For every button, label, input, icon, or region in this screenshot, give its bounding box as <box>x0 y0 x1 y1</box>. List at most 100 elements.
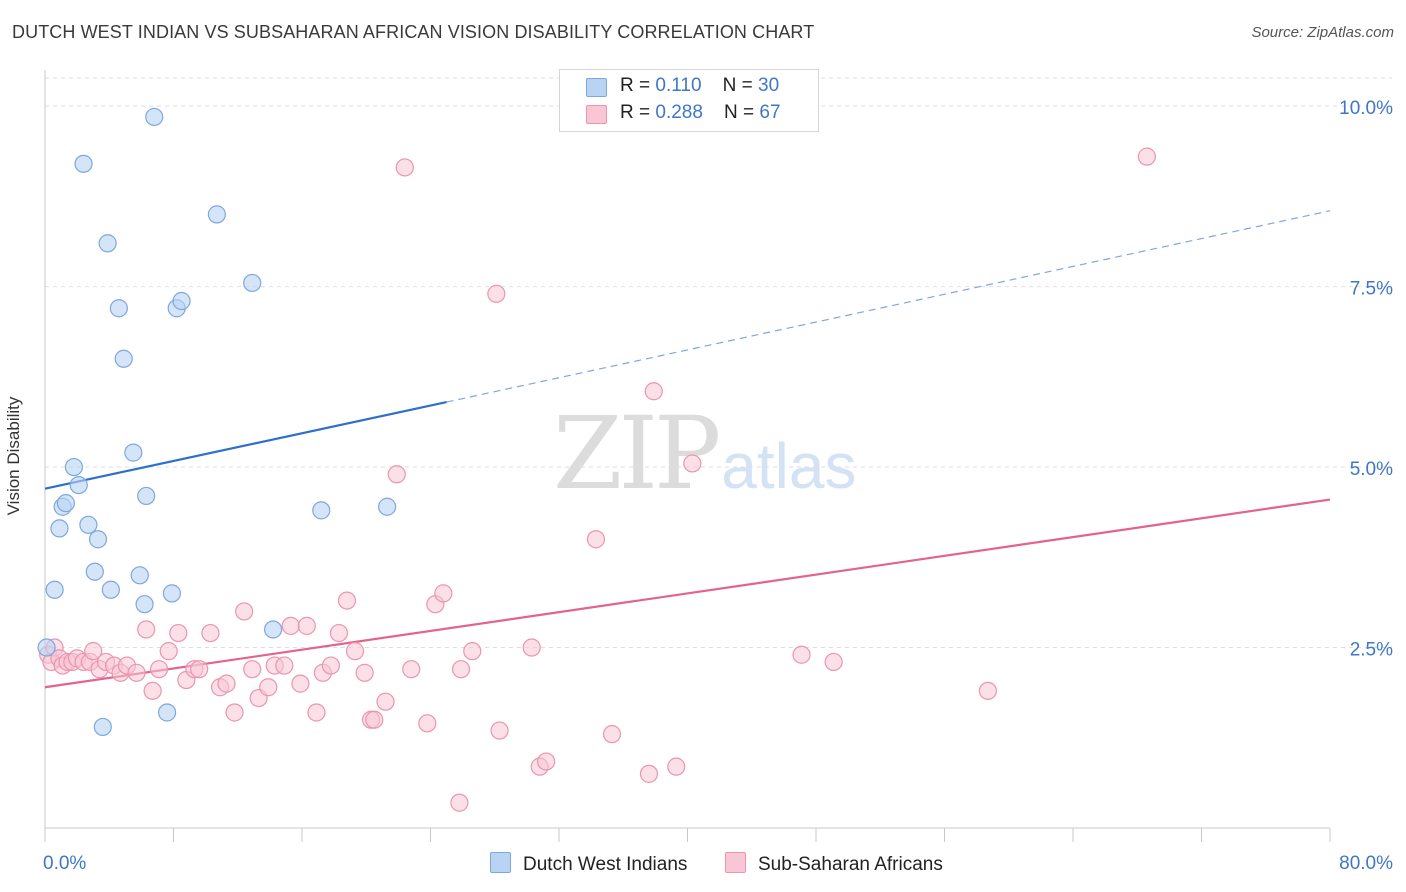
point-subsaharan-african <box>365 710 384 729</box>
point-dutch-west-indian <box>137 486 156 506</box>
point-dutch-west-indian <box>88 530 108 549</box>
point-subsaharan-african <box>602 725 622 744</box>
trend-line-subsaharan-africans <box>44 498 1331 689</box>
point-subsaharan-african <box>434 584 453 603</box>
stats-legend: R = 0.110 N = 30 R = 0.288 N = 67 <box>559 69 819 132</box>
trend-line-dutch-west-indians <box>44 401 447 490</box>
point-subsaharan-african <box>169 623 188 643</box>
point-dutch-west-indian <box>130 566 149 585</box>
point-subsaharan-african <box>490 721 509 740</box>
point-dutch-west-indian <box>172 291 191 311</box>
point-subsaharan-african <box>321 656 341 675</box>
point-subsaharan-african <box>402 660 421 679</box>
point-dutch-west-indian <box>101 580 120 599</box>
point-subsaharan-african <box>450 793 469 812</box>
legend-r-value: 0.288 <box>655 102 703 123</box>
point-subsaharan-african <box>537 752 556 771</box>
point-subsaharan-african <box>190 660 209 679</box>
x-tick-label: 0.0% <box>43 853 86 874</box>
point-subsaharan-african <box>307 703 326 722</box>
point-subsaharan-african <box>275 656 294 675</box>
watermark-zip: ZIP <box>553 395 721 512</box>
legend-r-value: 0.110 <box>655 75 702 96</box>
point-dutch-west-indian <box>50 519 69 538</box>
source-label: Source: ZipAtlas.com <box>1251 24 1394 41</box>
point-subsaharan-african <box>683 454 702 473</box>
point-subsaharan-african <box>281 616 300 635</box>
point-dutch-west-indian <box>263 620 283 639</box>
bottom-legend-label: Dutch West Indians <box>523 854 688 875</box>
point-subsaharan-african <box>376 692 395 711</box>
point-dutch-west-indian <box>243 273 262 293</box>
point-subsaharan-african <box>291 674 310 693</box>
point-dutch-west-indian <box>79 515 98 534</box>
legend-n-label: N = <box>724 102 760 123</box>
point-dutch-west-indian <box>37 638 56 657</box>
point-subsaharan-african <box>451 660 471 679</box>
legend-r-label: R = <box>620 102 656 123</box>
point-dutch-west-indian <box>109 299 128 318</box>
point-dutch-west-indian <box>69 475 88 495</box>
point-subsaharan-african <box>487 284 506 303</box>
point-dutch-west-indian <box>157 703 177 722</box>
watermark: ZIPatlas <box>553 395 856 512</box>
y-axis-label: Vision Disability <box>4 396 23 516</box>
point-dutch-west-indian <box>45 580 64 599</box>
legend-swatch-pink <box>586 105 607 124</box>
point-subsaharan-african <box>143 681 162 700</box>
point-dutch-west-indian <box>378 497 397 516</box>
point-subsaharan-african <box>345 642 365 661</box>
point-dutch-west-indian <box>93 717 112 737</box>
point-dutch-west-indian <box>74 154 93 173</box>
bottom-legend-swatch-pink <box>725 852 746 873</box>
point-dutch-west-indian <box>98 234 117 253</box>
point-subsaharan-african <box>259 678 278 697</box>
point-subsaharan-african <box>235 602 254 621</box>
point-subsaharan-african <box>522 638 541 657</box>
point-dutch-west-indian <box>56 494 75 513</box>
point-subsaharan-african <box>387 465 406 484</box>
point-dutch-west-indian <box>207 205 226 224</box>
point-subsaharan-african <box>395 158 414 177</box>
point-dutch-west-indian <box>64 457 84 477</box>
point-subsaharan-african <box>127 663 146 682</box>
point-subsaharan-african <box>418 714 437 733</box>
y-tick-label: 10.0% <box>1339 98 1393 119</box>
point-subsaharan-african <box>644 382 663 401</box>
point-subsaharan-african <box>978 681 997 700</box>
point-subsaharan-african <box>824 652 843 672</box>
point-dutch-west-indian <box>162 584 181 603</box>
point-subsaharan-african <box>137 620 156 639</box>
point-subsaharan-african <box>667 757 686 776</box>
x-tick-label: 80.0% <box>1339 853 1393 874</box>
point-dutch-west-indian <box>135 595 154 614</box>
point-subsaharan-african <box>337 591 357 610</box>
point-subsaharan-african <box>792 645 811 664</box>
y-tick-label: 5.0% <box>1350 459 1393 480</box>
y-tick-label: 7.5% <box>1350 279 1393 300</box>
legend-n-value: 67 <box>759 102 781 123</box>
legend-n-label: N = <box>722 75 759 96</box>
legend-n-value: 30 <box>758 75 780 96</box>
point-dutch-west-indian <box>85 562 104 581</box>
point-subsaharan-african <box>355 663 374 682</box>
point-subsaharan-african <box>243 660 262 679</box>
point-subsaharan-african <box>1137 147 1156 166</box>
point-subsaharan-african <box>225 703 244 722</box>
point-subsaharan-african <box>201 623 220 643</box>
trend-line-dutch-west-indians-extension <box>446 210 1331 403</box>
point-subsaharan-african <box>639 764 659 783</box>
point-dutch-west-indian <box>312 501 331 520</box>
point-subsaharan-african <box>217 674 236 693</box>
point-subsaharan-african <box>329 623 349 643</box>
point-subsaharan-african <box>159 642 178 661</box>
watermark-atlas: atlas <box>721 430 857 502</box>
chart-title: DUTCH WEST INDIAN VS SUBSAHARAN AFRICAN … <box>12 22 815 42</box>
bottom-legend-label: Sub-Saharan Africans <box>758 854 943 875</box>
bottom-legend-dutch-west-indians: Dutch West Indians <box>490 852 687 876</box>
legend-swatch-blue <box>586 78 607 97</box>
point-subsaharan-african <box>586 530 606 549</box>
bottom-legend-swatch-blue <box>490 852 511 873</box>
legend-r-label: R = <box>620 75 656 96</box>
